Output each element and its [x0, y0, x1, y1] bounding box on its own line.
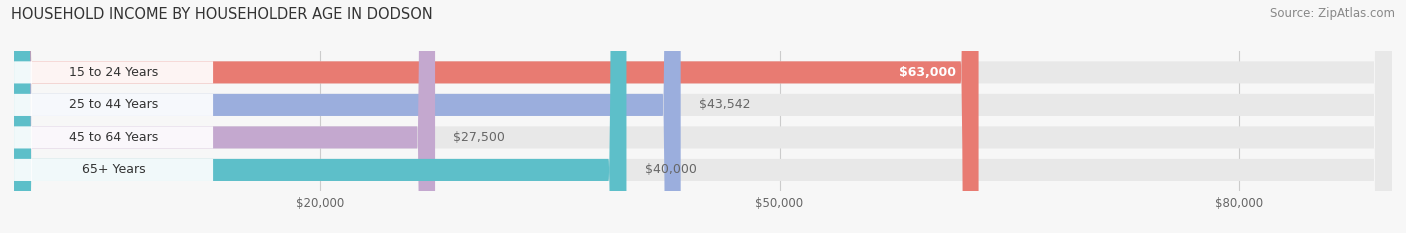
- FancyBboxPatch shape: [14, 0, 979, 233]
- FancyBboxPatch shape: [14, 0, 1392, 233]
- FancyBboxPatch shape: [14, 0, 1392, 233]
- FancyBboxPatch shape: [14, 0, 681, 233]
- Text: 25 to 44 Years: 25 to 44 Years: [69, 98, 159, 111]
- FancyBboxPatch shape: [14, 126, 214, 148]
- Text: $27,500: $27,500: [454, 131, 505, 144]
- FancyBboxPatch shape: [14, 0, 1392, 233]
- FancyBboxPatch shape: [14, 159, 214, 181]
- FancyBboxPatch shape: [14, 0, 1392, 233]
- Text: 15 to 24 Years: 15 to 24 Years: [69, 66, 159, 79]
- FancyBboxPatch shape: [14, 94, 214, 116]
- Text: $43,542: $43,542: [699, 98, 751, 111]
- FancyBboxPatch shape: [14, 61, 214, 83]
- FancyBboxPatch shape: [14, 0, 627, 233]
- Text: $63,000: $63,000: [898, 66, 956, 79]
- Text: 65+ Years: 65+ Years: [82, 163, 145, 176]
- Text: Source: ZipAtlas.com: Source: ZipAtlas.com: [1270, 7, 1395, 20]
- FancyBboxPatch shape: [14, 0, 434, 233]
- Text: 45 to 64 Years: 45 to 64 Years: [69, 131, 159, 144]
- Text: $40,000: $40,000: [645, 163, 697, 176]
- Text: HOUSEHOLD INCOME BY HOUSEHOLDER AGE IN DODSON: HOUSEHOLD INCOME BY HOUSEHOLDER AGE IN D…: [11, 7, 433, 22]
